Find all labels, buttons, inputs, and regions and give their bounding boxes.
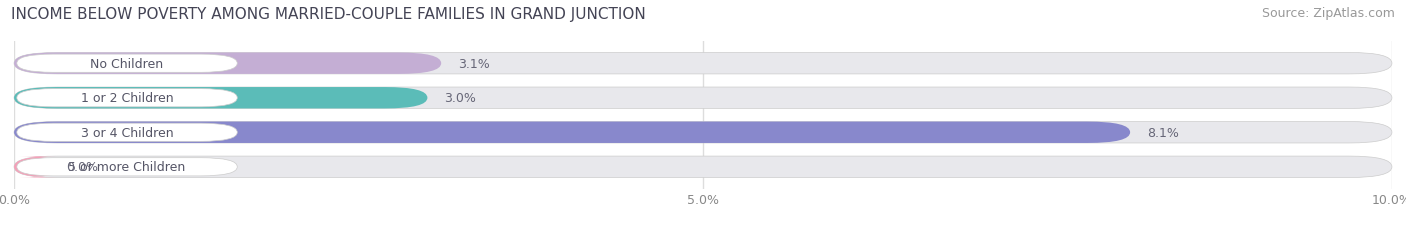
FancyBboxPatch shape: [17, 89, 238, 107]
FancyBboxPatch shape: [17, 124, 238, 142]
FancyBboxPatch shape: [14, 156, 1392, 178]
Text: 3.1%: 3.1%: [458, 58, 489, 70]
FancyBboxPatch shape: [14, 88, 1392, 109]
Text: 0.0%: 0.0%: [66, 161, 98, 173]
Text: 1 or 2 Children: 1 or 2 Children: [80, 92, 173, 105]
FancyBboxPatch shape: [17, 55, 238, 73]
Text: 5 or more Children: 5 or more Children: [69, 161, 186, 173]
FancyBboxPatch shape: [17, 158, 238, 176]
FancyBboxPatch shape: [14, 156, 62, 178]
Text: 3 or 4 Children: 3 or 4 Children: [80, 126, 173, 139]
FancyBboxPatch shape: [14, 122, 1130, 143]
Text: 8.1%: 8.1%: [1147, 126, 1178, 139]
Text: No Children: No Children: [90, 58, 163, 70]
FancyBboxPatch shape: [14, 53, 1392, 75]
FancyBboxPatch shape: [14, 122, 1392, 143]
Text: Source: ZipAtlas.com: Source: ZipAtlas.com: [1261, 7, 1395, 20]
FancyBboxPatch shape: [14, 88, 427, 109]
FancyBboxPatch shape: [14, 53, 441, 75]
Text: 3.0%: 3.0%: [444, 92, 475, 105]
Text: INCOME BELOW POVERTY AMONG MARRIED-COUPLE FAMILIES IN GRAND JUNCTION: INCOME BELOW POVERTY AMONG MARRIED-COUPL…: [11, 7, 645, 22]
